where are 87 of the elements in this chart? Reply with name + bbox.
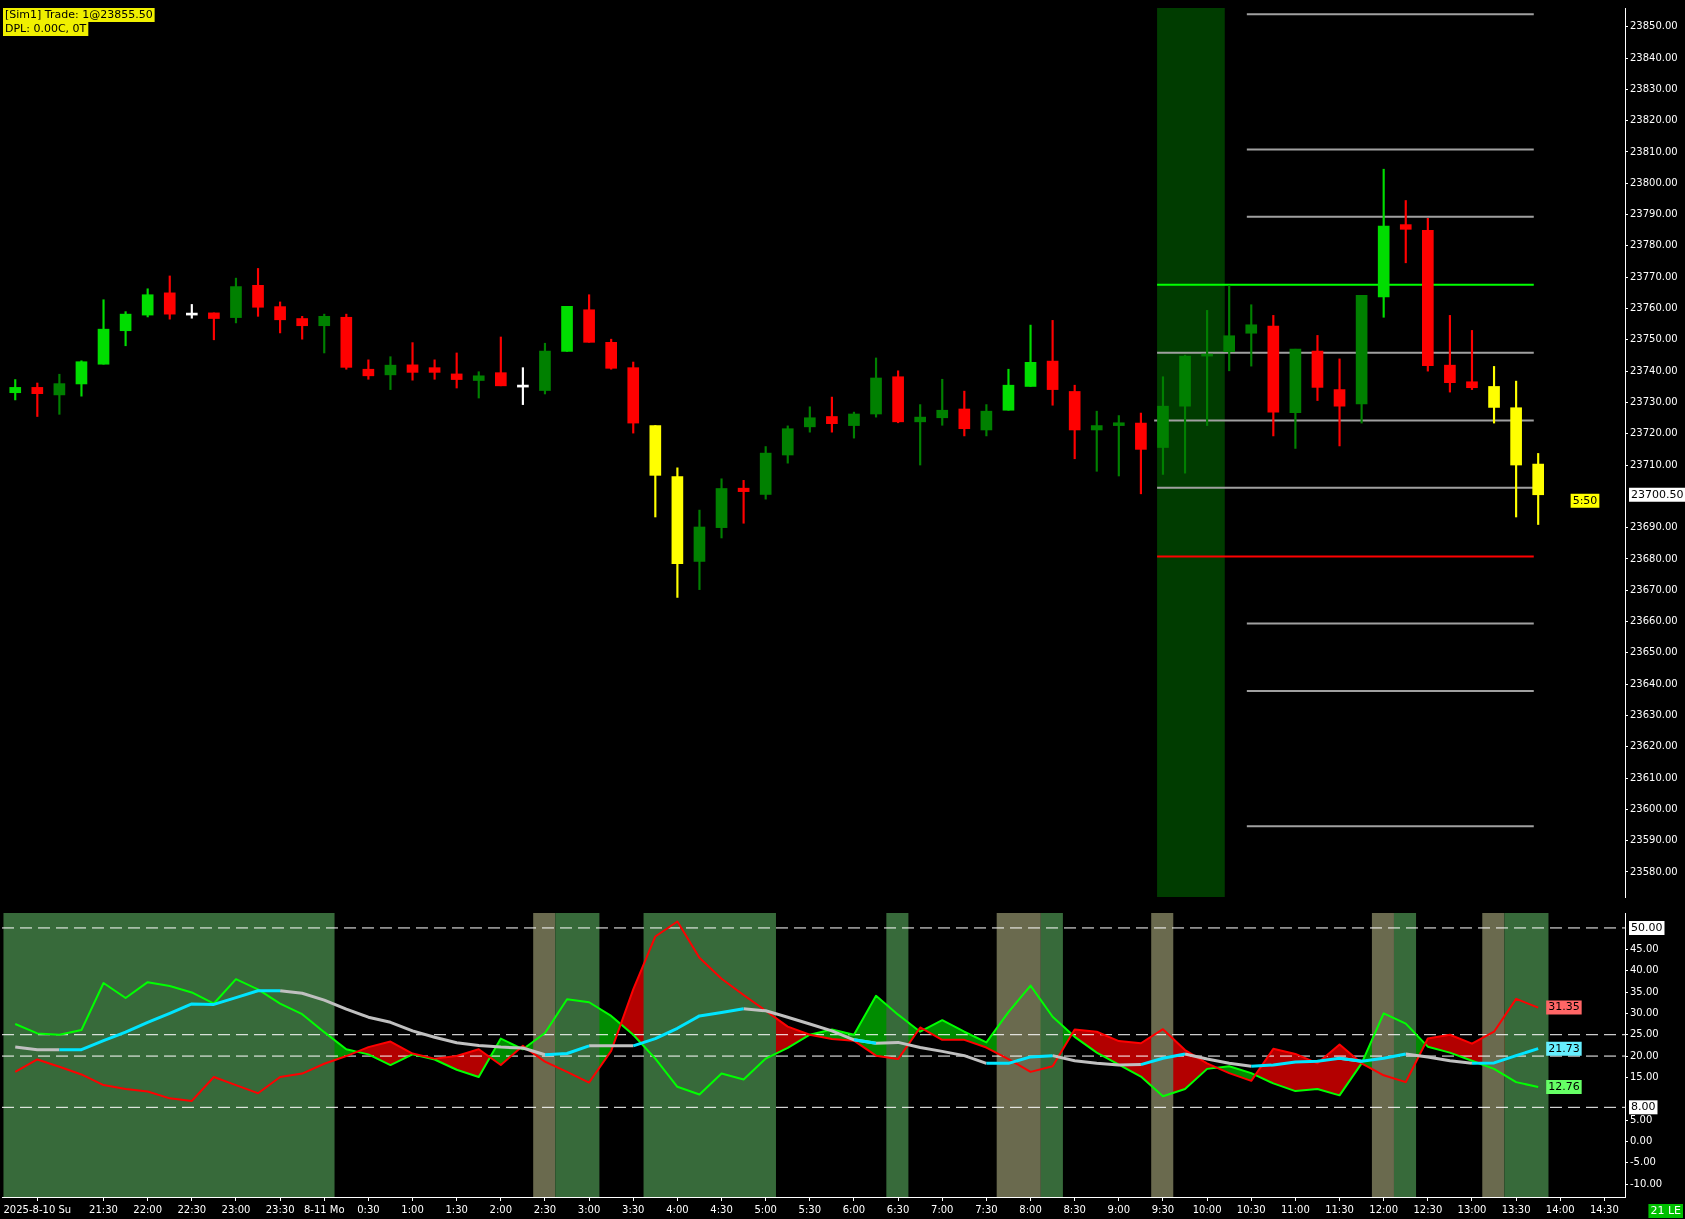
candlestick — [406, 342, 419, 381]
x-tick-label: 7:00 — [931, 1203, 954, 1215]
y-tick-label: 45.00 — [1630, 942, 1659, 954]
y-tick-label: 23580.00 — [1630, 865, 1678, 877]
y-tick-label: 23750.00 — [1630, 333, 1678, 345]
x-tick-label: 11:00 — [1280, 1203, 1310, 1215]
x-tick-label: 2:30 — [533, 1203, 557, 1215]
y-tick-label: 23680.00 — [1630, 552, 1678, 564]
y-tick-label: 15.00 — [1630, 1071, 1659, 1083]
x-tick-label: 12:00 — [1369, 1203, 1399, 1215]
annotation: [Sim1] Trade: 1@23855.50 — [5, 7, 153, 21]
x-tick-label: 8-11 Mo — [303, 1203, 345, 1215]
data-label: 21.73 — [1548, 1041, 1580, 1055]
x-tick-label: 7:30 — [975, 1203, 998, 1215]
x-tick-label: 21:30 — [89, 1203, 118, 1215]
x-tick-label: 10:00 — [1192, 1203, 1222, 1215]
y-tick-label: 23840.00 — [1630, 51, 1678, 63]
y-tick-label: 23690.00 — [1630, 521, 1678, 533]
annotation: 5:50 — [1572, 493, 1598, 507]
x-tick-label: 14:30 — [1589, 1203, 1619, 1215]
x-tick-label: 10:30 — [1236, 1203, 1266, 1215]
y-tick-label: 23820.00 — [1630, 114, 1678, 126]
x-tick-label: 12:30 — [1413, 1203, 1443, 1215]
x-tick-label: 1:00 — [401, 1203, 424, 1215]
x-tick-label: 23:00 — [221, 1203, 251, 1215]
x-tick-label: 14:00 — [1545, 1203, 1575, 1215]
y-tick-label: 23600.00 — [1630, 802, 1678, 814]
annotation: DPL: 0.00C, 0T — [5, 21, 87, 35]
y-tick-label: 25.00 — [1630, 1028, 1659, 1040]
ref-line-label: 8.00 — [1631, 1100, 1656, 1114]
y-tick-label: 23620.00 — [1630, 740, 1678, 752]
x-tick-label: 11:30 — [1325, 1203, 1354, 1215]
y-tick-label: 23810.00 — [1630, 145, 1678, 157]
y-tick-label: 23660.00 — [1630, 615, 1678, 627]
data-label: 12.76 — [1548, 1079, 1580, 1093]
x-tick-label: 13:30 — [1501, 1203, 1531, 1215]
x-tick-label: 5:00 — [754, 1203, 777, 1215]
y-tick-label: 23640.00 — [1630, 677, 1678, 689]
x-tick-label: 3:30 — [622, 1203, 645, 1215]
x-tick-label: 13:00 — [1457, 1203, 1487, 1215]
y-tick-label: 0.00 — [1630, 1135, 1653, 1147]
x-tick-label: 2025-8-10 Su — [3, 1203, 72, 1215]
y-tick-label: 23730.00 — [1630, 396, 1678, 408]
ref-line-label: 50.00 — [1631, 920, 1663, 934]
y-tick-label: 23610.00 — [1630, 771, 1678, 783]
y-tick-label: 20.00 — [1630, 1049, 1659, 1061]
y-tick-label: 35.00 — [1630, 985, 1659, 997]
x-tick-label: 1:30 — [445, 1203, 468, 1215]
x-tick-label: 4:00 — [666, 1203, 689, 1215]
x-tick-label: 5:30 — [798, 1203, 822, 1215]
y-tick-label: 23830.00 — [1630, 82, 1678, 94]
x-tick-label: 22:00 — [133, 1203, 163, 1215]
x-tick-label: 3:00 — [577, 1203, 601, 1215]
y-tick-label: 23740.00 — [1630, 364, 1678, 376]
x-tick-label: 8:00 — [1019, 1203, 1042, 1215]
x-tick-label: 9:30 — [1151, 1203, 1175, 1215]
text: 21 LE — [1650, 1203, 1682, 1217]
candlestick — [1333, 358, 1346, 447]
y-tick-label: 23760.00 — [1630, 302, 1678, 314]
x-tick-label: 4:30 — [710, 1203, 733, 1215]
text: 23700.50 — [1631, 487, 1684, 501]
x-tick-label: 6:30 — [886, 1203, 910, 1215]
x-tick-label: 23:30 — [265, 1203, 295, 1215]
y-tick-label: 23720.00 — [1630, 427, 1678, 439]
y-tick-label: 23800.00 — [1630, 176, 1678, 188]
y-tick-label: 23710.00 — [1630, 458, 1678, 470]
x-tick-label: 0:30 — [357, 1203, 380, 1215]
y-tick-label: 23630.00 — [1630, 709, 1678, 721]
candlestick — [384, 356, 397, 390]
data-label: 31.35 — [1548, 1000, 1580, 1014]
y-tick-label: 23590.00 — [1630, 834, 1678, 846]
y-tick-label: -10.00 — [1630, 1177, 1663, 1189]
y-tick-label: 23790.00 — [1630, 208, 1678, 220]
y-tick-label: 23770.00 — [1630, 270, 1678, 282]
x-tick-label: 2:00 — [489, 1203, 513, 1215]
y-tick-label: -5.00 — [1630, 1156, 1656, 1168]
x-tick-label: 22:30 — [177, 1203, 207, 1215]
y-tick-label: 23780.00 — [1630, 239, 1678, 251]
y-tick-label: 40.00 — [1630, 964, 1659, 976]
y-tick-label: 30.00 — [1630, 1006, 1659, 1018]
x-tick-label: 9:00 — [1107, 1203, 1131, 1215]
y-tick-label: 23650.00 — [1630, 646, 1678, 658]
x-tick-label: 8:30 — [1063, 1203, 1086, 1215]
y-tick-label: 5.00 — [1630, 1113, 1653, 1125]
y-tick-label: 23850.00 — [1630, 20, 1678, 32]
y-tick-label: 23670.00 — [1630, 583, 1678, 595]
x-tick-label: 6:00 — [842, 1203, 866, 1215]
